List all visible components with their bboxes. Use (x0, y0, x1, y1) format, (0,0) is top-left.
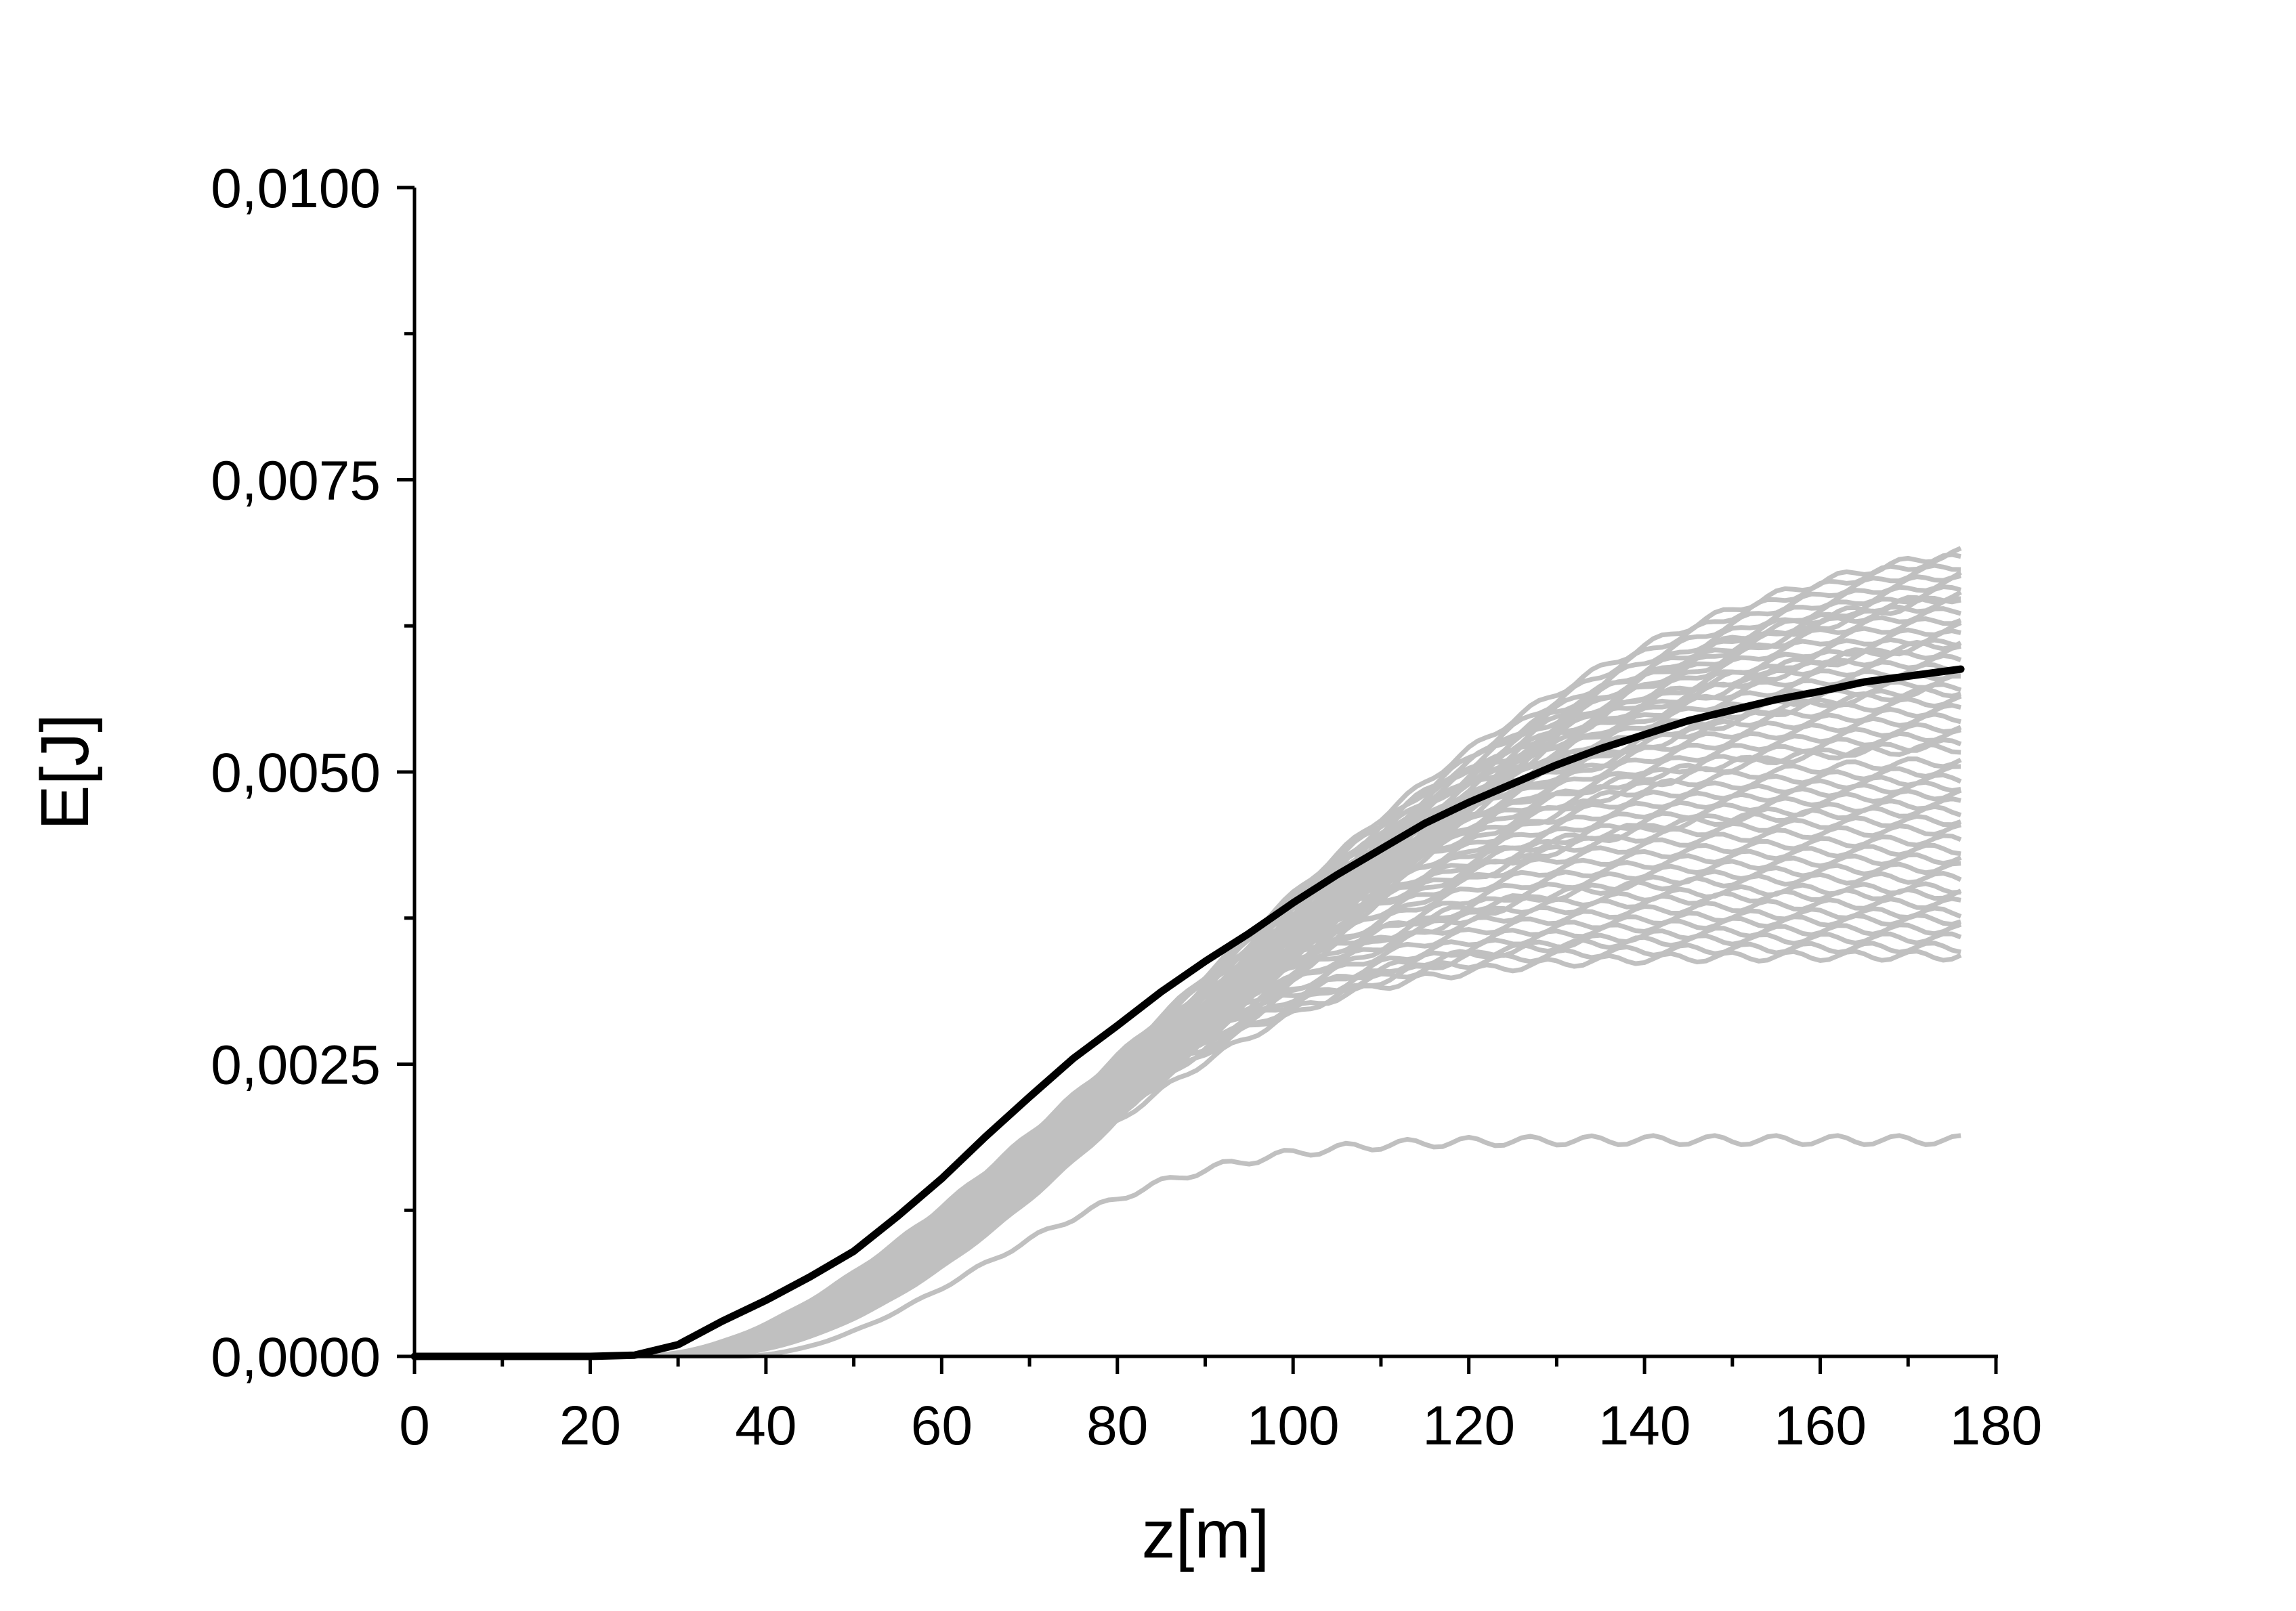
x-tick-label: 0 (399, 1395, 430, 1457)
ensemble-line (414, 813, 1962, 1359)
y-tick-label: 0,0000 (211, 1327, 381, 1388)
ensemble-line (414, 896, 1961, 1359)
x-tick-label: 40 (735, 1395, 796, 1457)
x-tick-label: 80 (1086, 1395, 1148, 1457)
mean-line-layer (410, 665, 1965, 1360)
x-tick-label: 60 (911, 1395, 973, 1457)
ensemble-line (414, 861, 1961, 1359)
ensemble-line (414, 887, 1962, 1359)
ensemble-line (414, 822, 1962, 1359)
ensemble-line (414, 796, 1961, 1359)
ensemble-line (414, 833, 1962, 1359)
ensemble-line (414, 913, 1962, 1359)
x-tick-label: 140 (1598, 1395, 1691, 1457)
y-ticks: 0,0000 0,0025 0,0050 0,0075 0,0100 (211, 158, 414, 1388)
x-ticks: 0 20 40 60 80 100 120 140 160 180 (399, 1356, 2042, 1457)
ensemble-lines (414, 546, 1962, 1359)
ensemble-line (414, 616, 1962, 1359)
axes (412, 188, 1998, 1358)
y-tick-label: 0,0050 (211, 742, 381, 804)
y-tick-label: 0,0100 (211, 158, 381, 219)
x-tick-label: 160 (1774, 1395, 1867, 1457)
mean-line (410, 665, 1965, 1360)
ensemble-line (414, 1133, 1961, 1359)
x-tick-label: 100 (1247, 1395, 1340, 1457)
ensemble-line (414, 639, 1962, 1359)
y-axis-title: E[J] (27, 714, 103, 830)
x-tick-label: 120 (1422, 1395, 1515, 1457)
y-tick-label: 0,0025 (211, 1035, 381, 1096)
x-tick-label: 20 (559, 1395, 621, 1457)
y-tick-label: 0,0075 (211, 450, 381, 512)
ensemble-line (414, 779, 1961, 1359)
x-tick-label: 180 (1950, 1395, 2043, 1457)
x-axis-title: z[m] (1142, 1497, 1270, 1572)
